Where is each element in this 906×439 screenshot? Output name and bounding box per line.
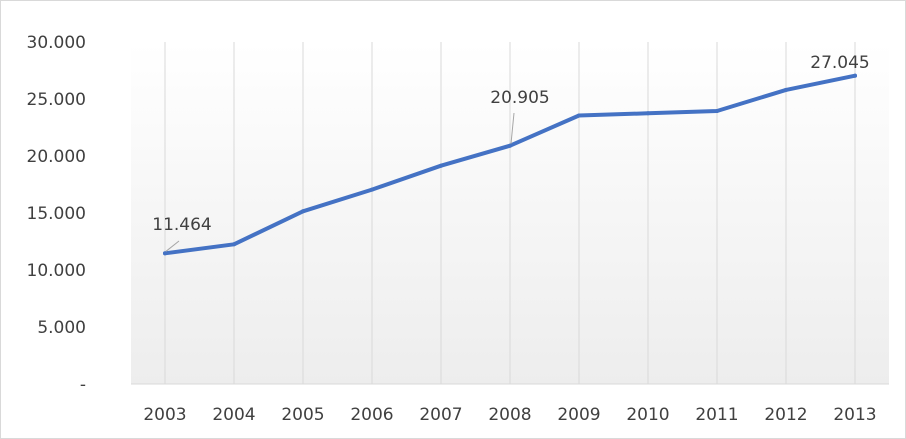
x-tick-label: 2008 bbox=[488, 405, 531, 425]
data-point-2008 bbox=[508, 143, 512, 148]
y-tick-label: - bbox=[80, 375, 86, 395]
y-tick-label: 15.000 bbox=[27, 204, 86, 224]
y-tick-label: 20.000 bbox=[27, 147, 86, 167]
y-tick-label: 5.000 bbox=[37, 318, 86, 338]
data-label-leader bbox=[165, 240, 180, 252]
data-point-2010 bbox=[646, 111, 650, 116]
y-tick-label: 25.000 bbox=[27, 90, 86, 110]
data-point-2006 bbox=[370, 187, 374, 192]
x-tick-label: 2006 bbox=[350, 405, 393, 425]
x-tick-label: 2011 bbox=[695, 405, 738, 425]
x-tick-label: 2010 bbox=[626, 405, 669, 425]
data-label: 20.905 bbox=[490, 88, 549, 108]
x-tick-label: 2003 bbox=[143, 405, 186, 425]
y-tick-label: 10.000 bbox=[27, 261, 86, 281]
data-point-2013 bbox=[853, 73, 857, 78]
x-tick-label: 2005 bbox=[281, 405, 324, 425]
data-point-2011 bbox=[715, 109, 719, 113]
x-tick-label: 2004 bbox=[212, 405, 255, 425]
x-tick-label: 2009 bbox=[557, 405, 600, 425]
data-point-2007 bbox=[439, 163, 443, 168]
data-label-leader bbox=[510, 112, 515, 144]
data-point-2003 bbox=[163, 251, 167, 256]
y-tick-label: 30.000 bbox=[27, 33, 86, 53]
x-tick-label: 2013 bbox=[833, 405, 876, 425]
data-point-2009 bbox=[577, 113, 581, 118]
data-point-2005 bbox=[301, 209, 305, 214]
x-tick-label: 2012 bbox=[764, 405, 807, 425]
data-label: 27.045 bbox=[810, 53, 869, 73]
data-label: 11.464 bbox=[152, 215, 211, 235]
data-point-2004 bbox=[232, 242, 236, 247]
x-tick-label: 2007 bbox=[419, 405, 462, 425]
data-point-2012 bbox=[784, 87, 788, 92]
